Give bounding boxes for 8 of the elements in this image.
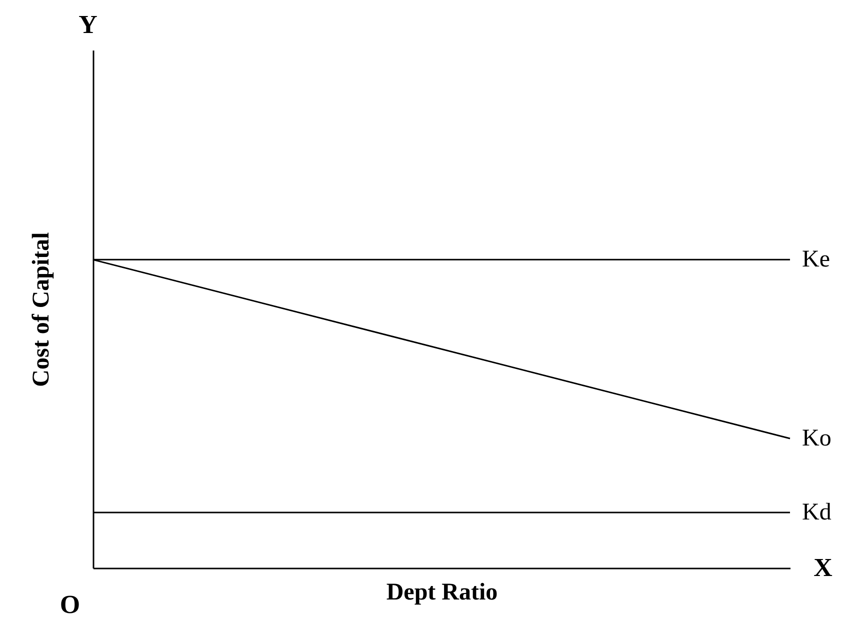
text: Y [78,10,98,39]
series-label: Ko [802,426,832,452]
x-axis-title: Dept Ratio [386,580,498,606]
series-label: Kd [802,500,832,526]
annotation: X [814,553,833,582]
series-label: Ke [802,246,830,273]
text: O [60,590,80,619]
y-axis-title: Cost of Capital [28,232,54,387]
